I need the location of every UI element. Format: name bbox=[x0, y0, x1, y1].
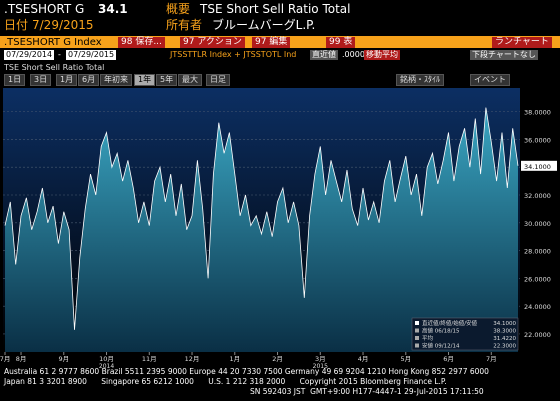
date-label: 日付 bbox=[4, 18, 29, 32]
line bbox=[4, 107, 519, 330]
y-tick-label: 30.0000 bbox=[524, 220, 551, 228]
x-tick-label: 9月 bbox=[58, 355, 69, 363]
legend-label: 平均 bbox=[422, 334, 434, 342]
button[interactable]: 97 編集 bbox=[252, 37, 291, 48]
chart: 22.0000 24.0000 26.0000 28.0000 30.0000 32.00… bbox=[0, 88, 557, 368]
x-tick-label: 11月 bbox=[142, 355, 157, 363]
launch-button[interactable]: ランチャート bbox=[492, 37, 552, 48]
y-tick-label: 36.0000 bbox=[524, 136, 551, 144]
summary: TSE Short Sell Ratio Total bbox=[200, 2, 351, 16]
start-date[interactable]: 07/29/2014 bbox=[4, 50, 55, 60]
mode[interactable]: 直近値 bbox=[310, 50, 338, 60]
footer-line: Japan 81 3 3201 8900 Singapore 65 6212 1… bbox=[4, 377, 447, 386]
y-tick-label: 26.0000 bbox=[524, 275, 551, 283]
legend-label: 直近値/終値/始値/安値 bbox=[422, 319, 478, 327]
style-button[interactable]: 銘柄・ｽﾀｲﾙ bbox=[396, 74, 444, 86]
end-date[interactable]: 07/29/2015 bbox=[66, 50, 117, 60]
chart-title: TSE Short Sell Ratio Total bbox=[4, 63, 105, 72]
x-tick-label: 7月 bbox=[486, 355, 497, 363]
legend-value: 34.1000 bbox=[493, 321, 516, 327]
x-tick-label: 12月 bbox=[185, 355, 200, 363]
owner-label: 所有者 bbox=[166, 18, 203, 32]
legend-value: 22.3000 bbox=[493, 344, 516, 350]
period-button[interactable]: 1日 bbox=[4, 74, 26, 86]
x-tick-label: 6月 bbox=[443, 355, 454, 363]
x-tick-label: 10月 bbox=[99, 355, 114, 363]
period-button[interactable]: 6月 bbox=[78, 74, 100, 86]
footer-line: Australia 61 2 9777 8600 Brazil 5511 239… bbox=[4, 367, 489, 376]
frequency-button[interactable]: 日足 bbox=[206, 74, 230, 86]
owner: ブルームバーグL.P. bbox=[212, 18, 316, 32]
period-button[interactable]: 3日 bbox=[30, 74, 52, 86]
last-value-box bbox=[521, 160, 557, 171]
mode-value: .0000 bbox=[342, 50, 365, 59]
period-button[interactable]: 5年 bbox=[156, 74, 178, 86]
events-button[interactable]: イベント bbox=[470, 74, 510, 86]
fields: JTSSTTLR Index + JTSSTOTL Ind bbox=[170, 50, 297, 59]
moving-avg[interactable]: 移動平均 bbox=[364, 50, 400, 60]
button[interactable]: 97 アクション bbox=[180, 37, 245, 48]
x-tick-label: 4月 bbox=[358, 355, 369, 363]
lower-chart[interactable]: 下段チャートなし bbox=[470, 50, 538, 60]
year-label: 2014 bbox=[99, 363, 114, 368]
ticker: .TSESHORT G bbox=[4, 2, 85, 16]
legend-swatch bbox=[415, 343, 419, 348]
separator: - bbox=[58, 50, 61, 59]
legend-swatch bbox=[415, 336, 419, 340]
index-name: .TSESHORT G Index bbox=[4, 37, 102, 48]
button[interactable]: 99 表 bbox=[326, 37, 356, 48]
x-tick-label: 1月 bbox=[229, 355, 240, 363]
footer-line: SN 592403 JST GMT+9:00 H177-4447-1 29-Ju… bbox=[250, 387, 484, 396]
y-tick-label: 32.0000 bbox=[524, 192, 551, 200]
date: 7/29/2015 bbox=[32, 18, 94, 32]
x-tick-label: 8月 bbox=[16, 355, 27, 363]
button[interactable]: 98 保存... bbox=[118, 37, 165, 48]
legend-swatch bbox=[415, 328, 419, 333]
legend-label: 安値 09/12/14 bbox=[422, 342, 460, 350]
period-button[interactable]: 最大 bbox=[178, 74, 202, 86]
period-button[interactable]: 年初来 bbox=[100, 74, 132, 86]
area bbox=[5, 107, 518, 352]
y-tick-label: 22.0000 bbox=[524, 331, 551, 339]
period-button[interactable]: 1年 bbox=[134, 74, 156, 86]
summary-label: 概要 bbox=[166, 2, 191, 16]
legend-value: 31.4220 bbox=[493, 336, 516, 342]
y-tick-label: 28.0000 bbox=[524, 248, 551, 256]
x-tick-label: 5月 bbox=[400, 355, 411, 363]
legend-swatch bbox=[415, 321, 419, 325]
price: 34.1 bbox=[98, 2, 128, 16]
last-value-label: 34.1000 bbox=[524, 163, 551, 171]
year-label: 2015 bbox=[313, 363, 328, 368]
legend-box bbox=[411, 317, 519, 351]
x-tick-label: 2月 bbox=[272, 355, 283, 363]
legend-label: 高値 06/18/15 bbox=[422, 327, 460, 335]
x-tick-label: 3月 bbox=[315, 355, 326, 363]
x-tick-label: 7月 bbox=[0, 355, 10, 363]
period-button[interactable]: 1月 bbox=[56, 74, 78, 86]
y-tick-label: 38.0000 bbox=[524, 109, 551, 117]
legend-value: 38.3000 bbox=[493, 329, 516, 335]
y-tick-label: 24.0000 bbox=[524, 303, 551, 311]
